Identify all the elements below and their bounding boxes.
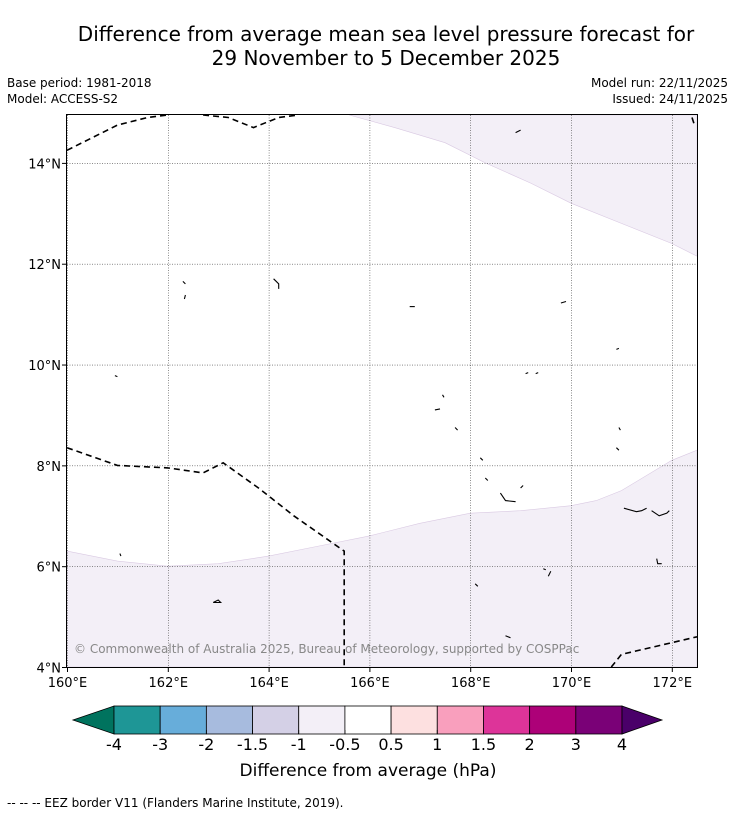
island-15 <box>616 447 620 451</box>
colorbar-swatch-6 <box>390 705 438 735</box>
eez-border-2 <box>66 446 346 667</box>
island-8 <box>525 372 529 375</box>
colorbar-tick-label-0: -4 <box>106 735 122 754</box>
island-11 <box>442 394 445 398</box>
colorbar: -4 -3 -2 -1.5 -1 -0.5 0.5 1 1.5 2 3 4 <box>71 705 664 754</box>
island-14 <box>479 457 484 461</box>
colorbar-swatch-9 <box>529 705 577 735</box>
anomaly-regions <box>66 114 698 668</box>
island-21 <box>656 558 662 565</box>
island-9 <box>535 372 539 375</box>
colorbar-arrow-max <box>621 705 664 735</box>
model-run: Model run: 22/11/2025 <box>590 76 728 90</box>
eez-border-3 <box>610 636 698 668</box>
meta-left: Base period: 1981-2018 Model: ACCESS-S2 <box>7 75 152 107</box>
colorbar-swatch-0 <box>113 705 161 735</box>
region-northeast-positive-anomaly <box>349 114 698 257</box>
axis-ticks: 160°E 162°E 164°E 166°E 168°E 170°E 172°E 4°N 6°… <box>28 157 692 691</box>
model-name: Model: ACCESS-S2 <box>7 92 119 106</box>
y-tick-label-2: 8°N <box>37 460 62 475</box>
island-16 <box>484 477 489 481</box>
colorbar-tick-label-9: 2 <box>525 735 535 754</box>
colorbar-label: Difference from average (hPa) <box>239 761 497 781</box>
island-27 <box>119 553 122 557</box>
copyright-text: © Commonwealth of Australia 2025, Bureau… <box>74 642 579 656</box>
issued-date: Issued: 24/11/2025 <box>612 92 728 106</box>
x-tick-label-0: 160°E <box>48 676 88 691</box>
chart-title-line-2: 29 November to 5 December 2025 <box>211 46 561 70</box>
island-5 <box>560 300 567 304</box>
colorbar-tick-label-6: 0.5 <box>378 735 403 754</box>
colorbar-tick-label-3: -1.5 <box>237 735 268 754</box>
colorbar-arrow-min <box>71 705 115 735</box>
island-0 <box>515 129 521 134</box>
y-tick-label-5: 14°N <box>28 157 61 172</box>
chart-title-line-1: Difference from average mean sea level p… <box>77 22 695 46</box>
y-tick-label-1: 6°N <box>37 561 62 576</box>
island-26 <box>505 635 511 639</box>
chart-title: Difference from average mean sea level p… <box>0 22 736 70</box>
x-tick-label-1: 162°E <box>149 676 189 691</box>
region-south-positive-anomaly <box>66 449 698 668</box>
eez-border-0 <box>66 114 168 152</box>
island-1 <box>182 281 186 285</box>
colorbar-tick-label-1: -3 <box>152 735 168 754</box>
x-tick-label-2: 164°E <box>249 676 289 691</box>
island-19 <box>623 507 647 513</box>
island-25 <box>212 599 223 604</box>
colorbar-swatch-10 <box>575 705 623 735</box>
island-coastlines <box>114 129 670 639</box>
island-22 <box>543 568 547 571</box>
y-tick-label-4: 12°N <box>28 258 61 273</box>
island-12 <box>454 427 458 431</box>
island-10 <box>434 408 441 411</box>
island-20 <box>651 510 670 517</box>
colorbar-swatch-8 <box>483 705 531 735</box>
colorbar-tick-label-2: -2 <box>198 735 214 754</box>
x-tick-label-4: 168°E <box>451 676 491 691</box>
colorbar-tick-label-5: -0.5 <box>329 735 360 754</box>
colorbar-tick-label-7: 1 <box>432 735 442 754</box>
island-18 <box>520 485 524 489</box>
island-23 <box>547 570 552 577</box>
x-tick-label-5: 170°E <box>552 676 592 691</box>
colorbar-swatch-1 <box>159 705 207 735</box>
island-3 <box>273 278 280 289</box>
meta-right: Model run: 22/11/2025 Issued: 24/11/2025 <box>591 75 728 107</box>
eez-border-1 <box>203 114 299 129</box>
base-period: Base period: 1981-2018 <box>7 76 152 90</box>
colorbar-tick-label-4: -1 <box>291 735 307 754</box>
eez-footer-note: -- -- -- EEZ border V11 (Flanders Marine… <box>7 796 344 810</box>
y-tick-label-0: 4°N <box>37 662 62 677</box>
colorbar-swatch-7 <box>436 705 484 735</box>
map-frame <box>66 114 698 668</box>
island-2 <box>183 294 186 300</box>
island-7 <box>114 375 118 378</box>
island-6 <box>616 347 620 350</box>
colorbar-swatch-4 <box>298 705 346 735</box>
x-tick-label-3: 166°E <box>350 676 390 691</box>
island-13 <box>618 427 621 431</box>
colorbar-swatch-2 <box>205 705 253 735</box>
eez-borders <box>66 114 698 668</box>
colorbar-tick-label-10: 3 <box>571 735 581 754</box>
colorbar-tick-label-8: 1.5 <box>471 735 496 754</box>
eez-border-4 <box>691 117 696 126</box>
colorbar-swatch-3 <box>252 705 300 735</box>
colorbar-tick-label-11: 4 <box>617 735 627 754</box>
island-17 <box>499 492 516 503</box>
y-tick-label-3: 10°N <box>28 359 61 374</box>
island-24 <box>474 583 479 587</box>
colorbar-swatch-5 <box>344 705 392 735</box>
x-tick-label-6: 172°E <box>653 676 693 691</box>
